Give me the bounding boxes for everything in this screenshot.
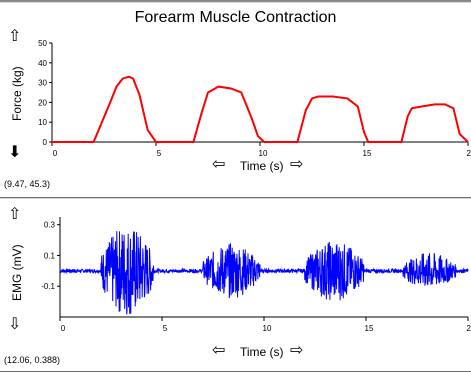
emg-y-tick-label: 0.1 (44, 251, 56, 260)
scale-down-arrow-icon[interactable]: ⬇ (8, 144, 22, 161)
emg-scale-up-arrow-icon[interactable]: ⇧ (8, 206, 22, 223)
force-y-tick-label: 50 (38, 39, 47, 48)
force-y-tick-label: 0 (43, 138, 48, 147)
emg-x-tick-label: 20 (467, 324, 471, 333)
force-chart-panel: Forearm Muscle Contraction ⇧ Force (kg) … (0, 2, 471, 198)
force-series-line (52, 75, 469, 143)
emg-x-tick-label: 5 (163, 324, 168, 333)
force-chart-svg: 0 10 20 30 40 50 0 5 10 15 20 (38, 39, 471, 158)
chart-title: Forearm Muscle Contraction (134, 9, 337, 26)
emg-time-left-arrow-icon[interactable]: ⇦ (212, 342, 226, 359)
emg-time-right-arrow-icon[interactable]: ⇨ (290, 342, 304, 359)
emg-y-tick-label: -0.1 (41, 282, 55, 291)
emg-y-tick-label: 0.3 (44, 221, 56, 230)
emg-ticks: 0.3 0.1 -0.1 0 5 10 15 20 (41, 221, 471, 333)
time-right-arrow-icon[interactable]: ⇨ (290, 156, 304, 173)
force-x-tick-label: 15 (363, 149, 372, 158)
scale-up-arrow-icon[interactable]: ⇧ (8, 28, 22, 45)
emg-chart-panel: ⇧ EMG (mV) ⇩ 0.30.1-0.105101520 ⇦ Time (… (0, 198, 471, 372)
force-ticks: 0 10 20 30 40 50 0 5 10 15 20 (38, 39, 471, 158)
emg-x-tick-label: 15 (365, 324, 374, 333)
force-y-tick-label: 20 (38, 98, 47, 107)
force-x-axis-label: Time (s) (240, 159, 284, 173)
emg-coordinate-readout: (12.06, 0.388) (4, 355, 61, 365)
force-y-tick-label: 10 (38, 118, 47, 127)
emg-x-tick-label: 10 (263, 324, 272, 333)
emg-x-tick-label: 0 (61, 324, 66, 333)
force-y-tick-label: 40 (38, 59, 47, 68)
emg-x-axis-label: Time (s) (240, 345, 284, 359)
time-left-arrow-icon[interactable]: ⇦ (212, 156, 226, 173)
force-coordinate-readout: (9.47, 45.3) (4, 179, 51, 189)
force-x-tick-label: 5 (157, 149, 162, 158)
emg-series-line (59, 231, 469, 315)
force-x-tick-label: 10 (259, 149, 268, 158)
force-x-tick-label: 0 (53, 149, 58, 158)
emg-scale-down-arrow-icon[interactable]: ⇩ (8, 316, 22, 333)
emg-chart-svg: 0.3 0.1 -0.1 0 5 10 15 20 (41, 217, 471, 333)
force-x-tick-label: 20 (467, 149, 471, 158)
force-y-tick-label: 30 (38, 79, 47, 88)
